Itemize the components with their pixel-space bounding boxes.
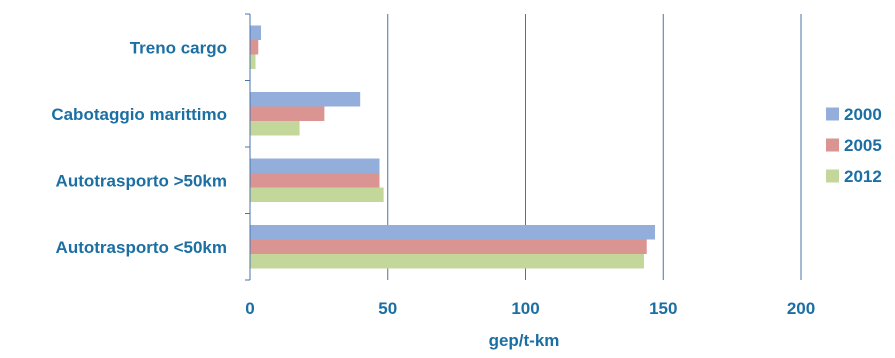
x-tick-label-0: 0 — [245, 299, 254, 318]
legend: 2000 2005 2012 — [826, 105, 882, 186]
bar-2000-0 — [250, 25, 262, 40]
y-category-label-3: Autotrasporto <50km — [56, 238, 227, 257]
y-category-label-2: Autotrasporto >50km — [56, 171, 227, 190]
bar-2012-0 — [250, 54, 256, 69]
legend-swatch-2000 — [826, 107, 839, 121]
axis-layer: 0 50 100 150 200 — [245, 13, 815, 318]
x-axis-title: gep/t-km — [489, 331, 560, 350]
bar-2005-0 — [250, 40, 259, 55]
bar-2000-3 — [250, 225, 655, 240]
x-tick-label-100: 100 — [511, 299, 539, 318]
bar-2005-3 — [250, 239, 647, 254]
x-tick-label-50: 50 — [378, 299, 397, 318]
y-category-label-0: Treno cargo — [130, 38, 227, 57]
bar-2005-2 — [250, 173, 380, 188]
x-tick-label-200: 200 — [787, 299, 815, 318]
bar-2000-1 — [250, 92, 361, 107]
bar-2000-2 — [250, 158, 380, 173]
bar-2005-1 — [250, 106, 325, 121]
y-category-label-1: Cabotaggio marittimo — [51, 105, 227, 124]
bar-2012-3 — [250, 254, 644, 269]
bars-layer — [250, 25, 655, 269]
bar-2012-1 — [250, 121, 300, 136]
legend-label-2005: 2005 — [844, 136, 882, 155]
legend-swatch-2005 — [826, 138, 839, 152]
legend-label-2012: 2012 — [844, 167, 882, 186]
x-tick-label-150: 150 — [649, 299, 677, 318]
bar-2012-2 — [250, 187, 384, 202]
labels-layer: Treno cargo Cabotaggio marittimo Autotrasp… — [51, 38, 227, 257]
legend-swatch-2012 — [826, 169, 839, 183]
legend-label-2000: 2000 — [844, 105, 882, 124]
